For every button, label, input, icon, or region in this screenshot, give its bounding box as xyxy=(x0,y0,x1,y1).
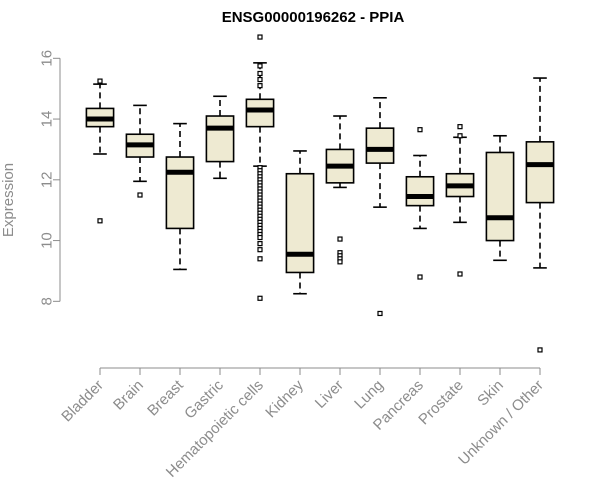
y-axis-label: Expression xyxy=(0,163,17,237)
outlier-point xyxy=(257,241,263,247)
box-bladder xyxy=(85,78,115,224)
y-axis: 8 10 12 14 16 xyxy=(39,50,61,305)
outlier-point xyxy=(257,34,263,40)
x-tick-label: Prostate xyxy=(415,377,467,429)
outlier-point xyxy=(417,274,423,280)
iqr-box xyxy=(405,175,435,207)
outlier-point xyxy=(257,70,263,77)
outlier-point xyxy=(257,234,263,241)
x-tick-label: Lung xyxy=(351,377,387,413)
outlier-point xyxy=(257,76,263,83)
boxes-layer xyxy=(85,34,555,353)
outlier-point xyxy=(137,192,143,198)
box-gastric xyxy=(205,95,235,180)
outlier-point xyxy=(417,127,423,133)
outlier-point xyxy=(97,78,103,84)
outlier-point xyxy=(537,347,543,353)
iqr-box xyxy=(525,141,555,204)
box-kidney xyxy=(285,150,315,295)
iqr-box xyxy=(165,156,195,230)
box-hematopoietic-cells xyxy=(245,34,275,301)
box-skin xyxy=(485,134,515,262)
y-tick-label: 10 xyxy=(39,232,56,249)
x-tick-label: Breast xyxy=(144,376,187,419)
x-tick-label: Kidney xyxy=(262,376,307,421)
box-breast xyxy=(165,122,195,271)
outlier-point xyxy=(257,256,263,262)
box-brain xyxy=(125,104,155,198)
outlier-point xyxy=(457,271,463,277)
outlier-point xyxy=(97,218,103,224)
box-lung xyxy=(365,96,395,317)
iqr-box xyxy=(245,98,275,128)
box-liver xyxy=(325,115,355,265)
y-tick-label: 14 xyxy=(39,111,56,128)
x-tick-label: Brain xyxy=(110,377,147,414)
outlier-point xyxy=(337,236,343,242)
y-tick-label: 12 xyxy=(39,171,56,188)
iqr-box xyxy=(285,172,315,274)
y-tick-label: 8 xyxy=(39,297,56,305)
outlier-point xyxy=(337,259,343,265)
x-tick-label: Bladder xyxy=(58,377,107,426)
x-tick-label: Skin xyxy=(474,377,507,410)
outlier-point xyxy=(457,124,463,130)
outlier-point xyxy=(257,295,263,301)
box-pancreas xyxy=(405,127,435,280)
iqr-box xyxy=(205,115,235,163)
iqr-box xyxy=(485,151,515,242)
y-tick-label: 16 xyxy=(39,50,56,67)
iqr-box xyxy=(365,127,395,164)
outlier-point xyxy=(457,133,463,139)
box-prostate xyxy=(445,124,475,277)
x-tick-label: Liver xyxy=(312,377,347,412)
outlier-point xyxy=(257,83,263,89)
chart-title: ENSG00000196262 - PPIA xyxy=(222,9,405,26)
outlier-point xyxy=(257,63,263,69)
box-unknown-other xyxy=(525,77,555,353)
outlier-point xyxy=(257,247,263,253)
outlier-point xyxy=(377,310,383,317)
